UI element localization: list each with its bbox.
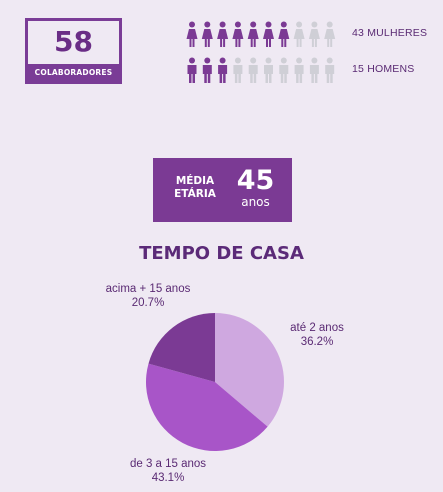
man-icon-0 [187,57,197,83]
slice-label-2-name: acima + 15 anos [105,283,191,295]
headcount-label: COLABORADORES [28,64,119,81]
headcount-number: 58 [54,25,93,58]
women-count-label: 43 MULHERES [352,27,428,39]
woman-icon-9 [324,21,336,47]
woman-icon-5 [263,21,274,47]
pie-slice-1 [146,363,268,451]
average-age-label-line2: ETÁRIA [174,188,216,200]
slice-label-1-value: 43.1% [151,472,185,484]
woman-icon-4 [247,21,259,47]
man-icon-4 [248,57,258,83]
man-icon-5 [264,57,273,83]
men-pictogram [187,57,335,83]
pie-slice-0 [215,313,284,427]
slice-label-0-name: até 2 anos [290,322,344,334]
slice-label-1: de 3 a 15 anos 43.1% [108,457,228,485]
pie-slice-2 [148,313,215,382]
woman-icon-7 [293,21,305,47]
slice-label-0-value: 36.2% [300,336,334,348]
average-age-label: MÉDIA ETÁRIA [170,175,220,201]
man-icon-7 [294,57,304,83]
woman-icon-1 [201,21,213,47]
average-age-value: 45 [236,165,275,196]
women-pictogram [186,21,336,47]
chart-title: TEMPO DE CASA [139,243,304,264]
woman-icon-2 [217,21,229,47]
woman-icon-0 [186,21,198,47]
man-icon-9 [325,57,335,83]
slice-label-2-value: 20.7% [131,297,165,309]
average-age-card: MÉDIA ETÁRIA 45 anos [153,158,292,222]
slice-label-2: acima + 15 anos 20.7% [88,282,208,310]
average-age-label-line1: MÉDIA [175,175,215,187]
man-icon-6 [279,57,289,83]
man-icon-8 [309,57,319,83]
slice-label-1-name: de 3 a 15 anos [129,458,207,470]
men-icon-row [185,57,345,85]
woman-icon-8 [308,21,320,47]
women-icon-row [185,21,345,49]
slice-label-0: até 2 anos 36.2% [272,321,362,349]
woman-icon-3 [232,21,244,47]
man-icon-3 [233,57,243,83]
headcount-card: 58 COLABORADORES [25,18,122,84]
average-age-unit: anos [241,195,270,209]
men-count-label: 15 HOMENS [352,63,415,75]
man-icon-2 [218,57,228,83]
man-icon-1 [202,57,212,83]
woman-icon-6 [278,21,290,47]
